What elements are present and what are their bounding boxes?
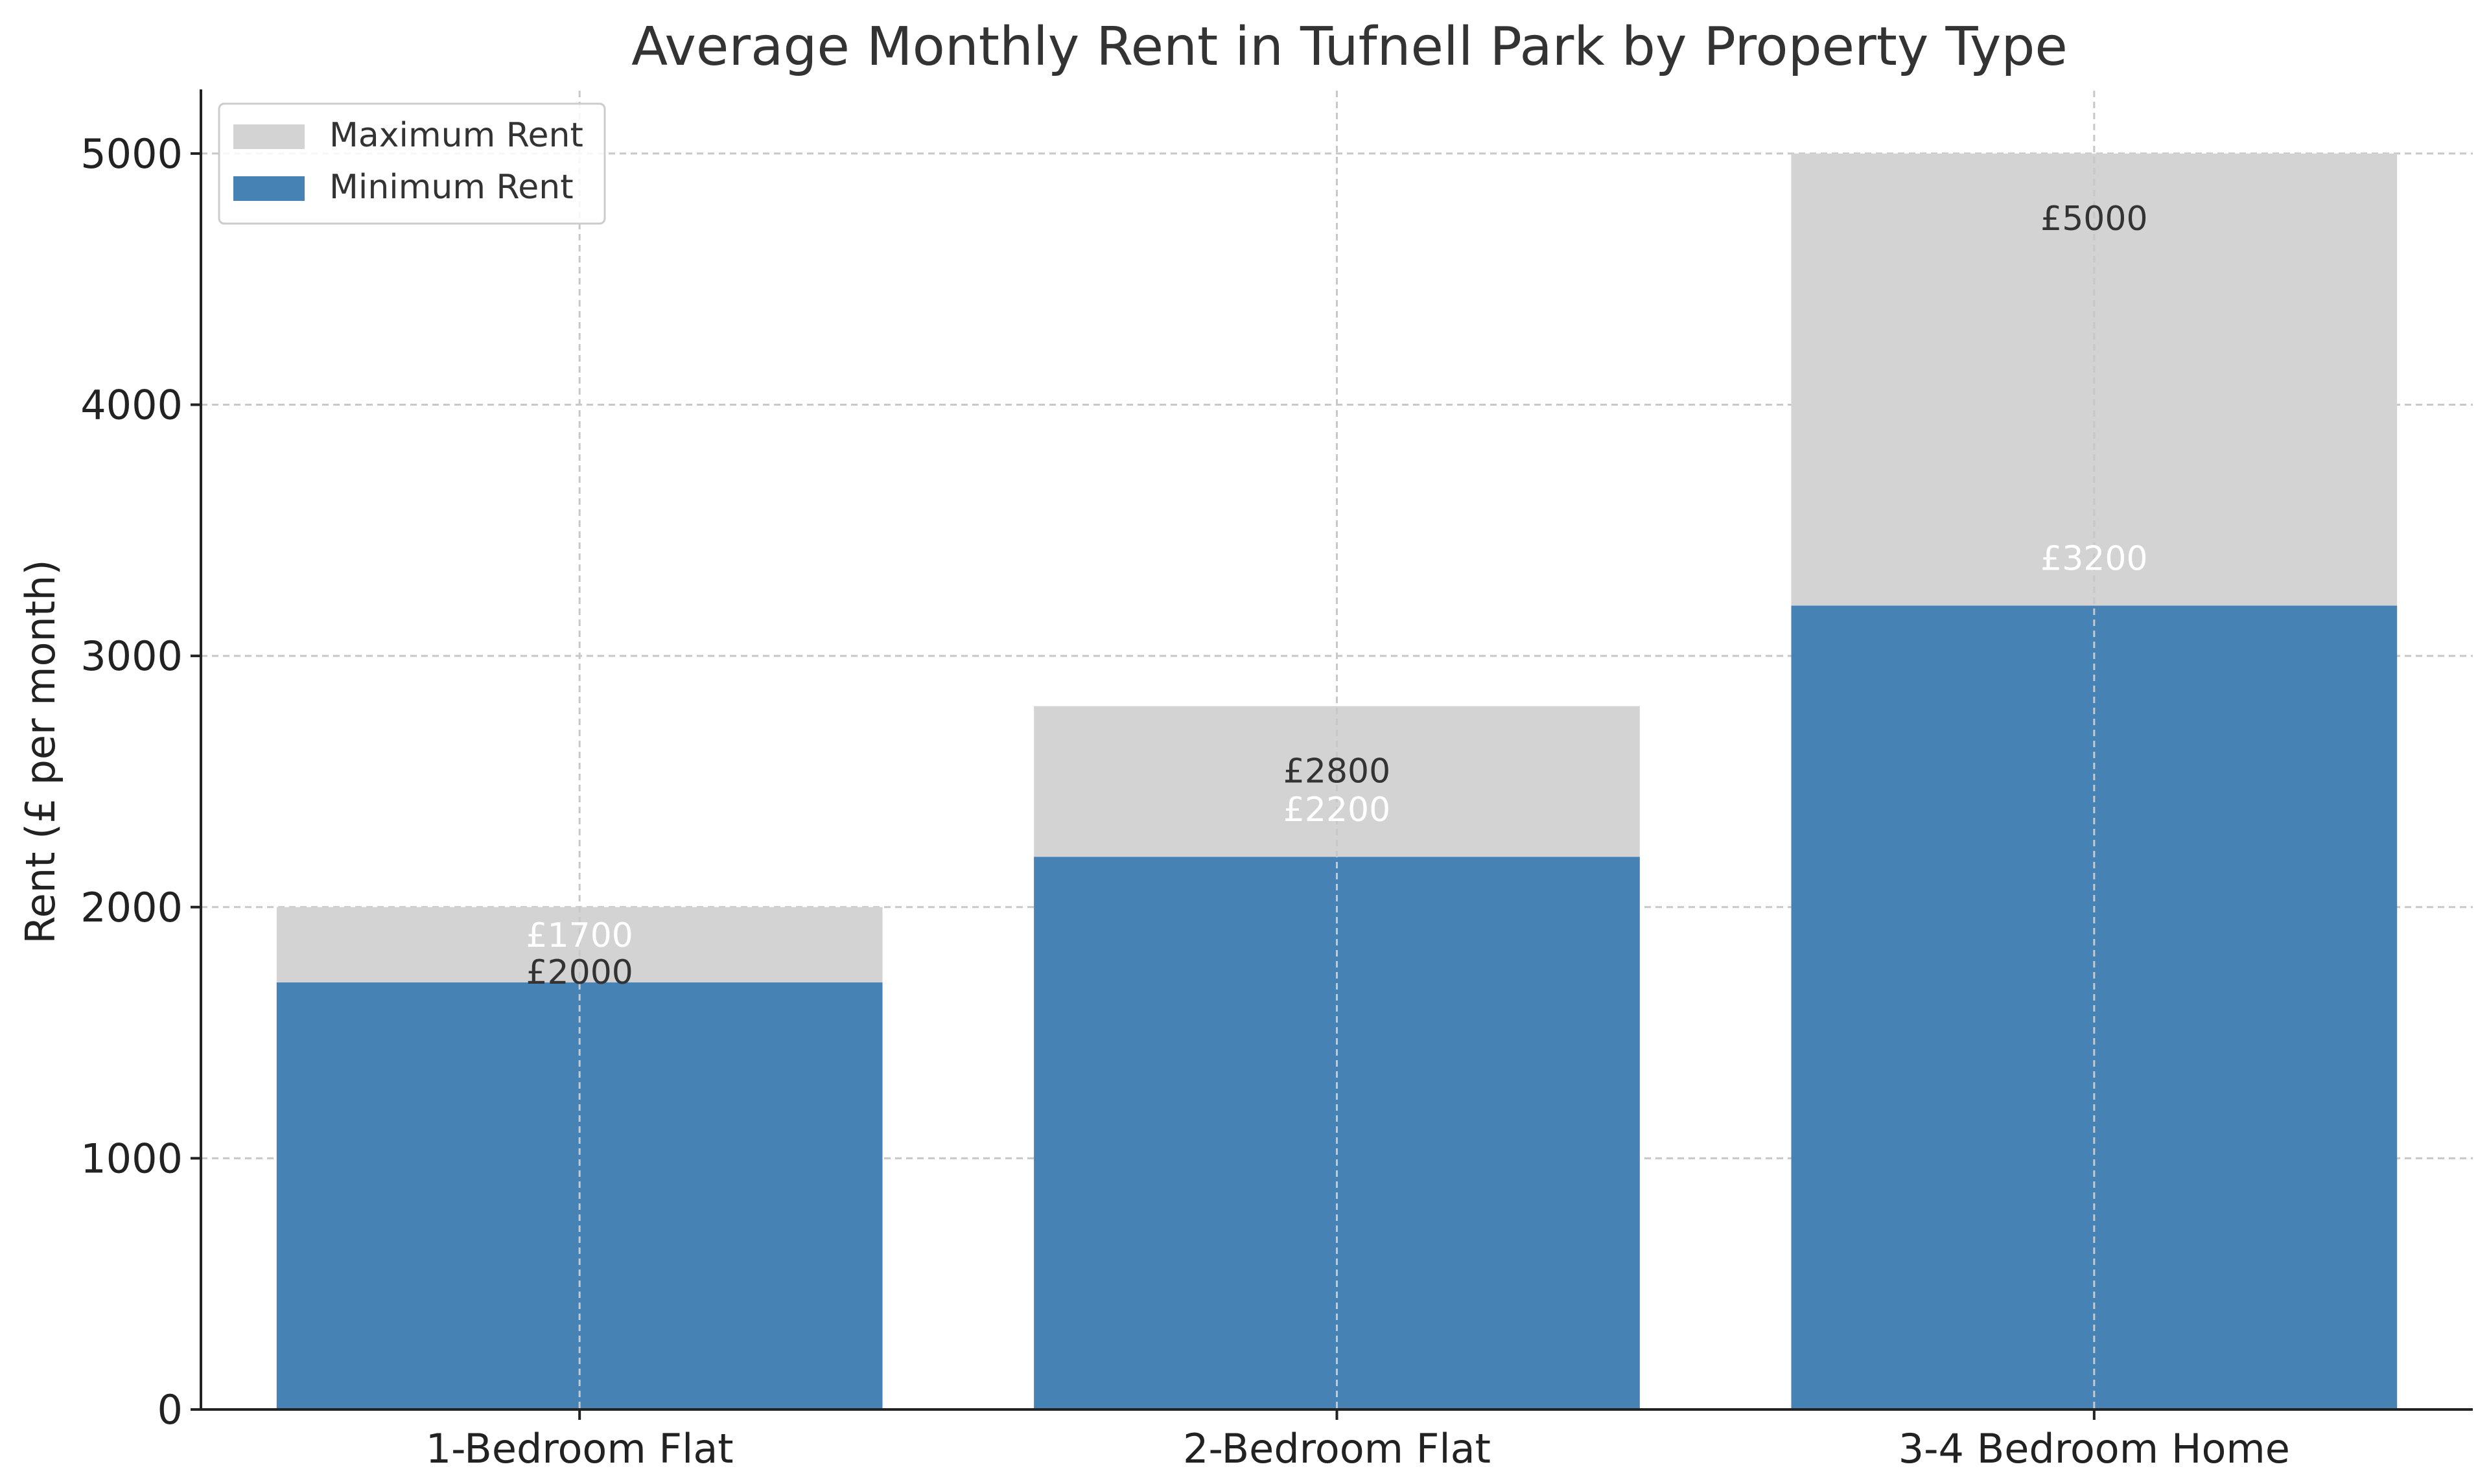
min-rent-value-label: £1700 [526, 916, 633, 955]
legend-swatch-min [233, 176, 305, 201]
min-rent-value-label: £2200 [1283, 791, 1390, 829]
legend: Maximum Rent Minimum Rent [218, 102, 606, 225]
x-tick-label: 3-4 Bedroom Home [1899, 1425, 2290, 1472]
y-tick-label: 2000 [80, 884, 183, 931]
y-axis-label: Rent (£ per month) [17, 559, 64, 944]
legend-label-min: Minimum Rent [329, 168, 574, 207]
value-labels: £2000 £2800 £5000 £1700 £2200 £3200 [526, 200, 2147, 992]
x-tick-label: 1-Bedroom Flat [426, 1425, 734, 1472]
legend-label-max: Maximum Rent [329, 116, 583, 155]
y-tick-label: 3000 [80, 632, 183, 680]
chart-title: Average Monthly Rent in Tufnell Park by … [631, 16, 2068, 78]
axes: 0 1000 2000 3000 4000 5000 1-Bedroom Flat 2-Bed… [80, 89, 2473, 1472]
min-rent-value-label: £3200 [2040, 540, 2147, 579]
y-tick-label: 1000 [80, 1135, 183, 1182]
x-tick-label: 2-Bedroom Flat [1183, 1425, 1491, 1472]
y-tick-label: 0 [158, 1386, 183, 1433]
max-rent-value-label: £5000 [2040, 200, 2147, 238]
y-tick-label: 4000 [80, 382, 183, 429]
max-rent-value-label: £2000 [526, 953, 633, 992]
y-tick-label: 5000 [80, 130, 183, 178]
max-rent-value-label: £2800 [1283, 752, 1390, 791]
legend-swatch-max [233, 124, 305, 149]
legend-frame [218, 102, 606, 225]
